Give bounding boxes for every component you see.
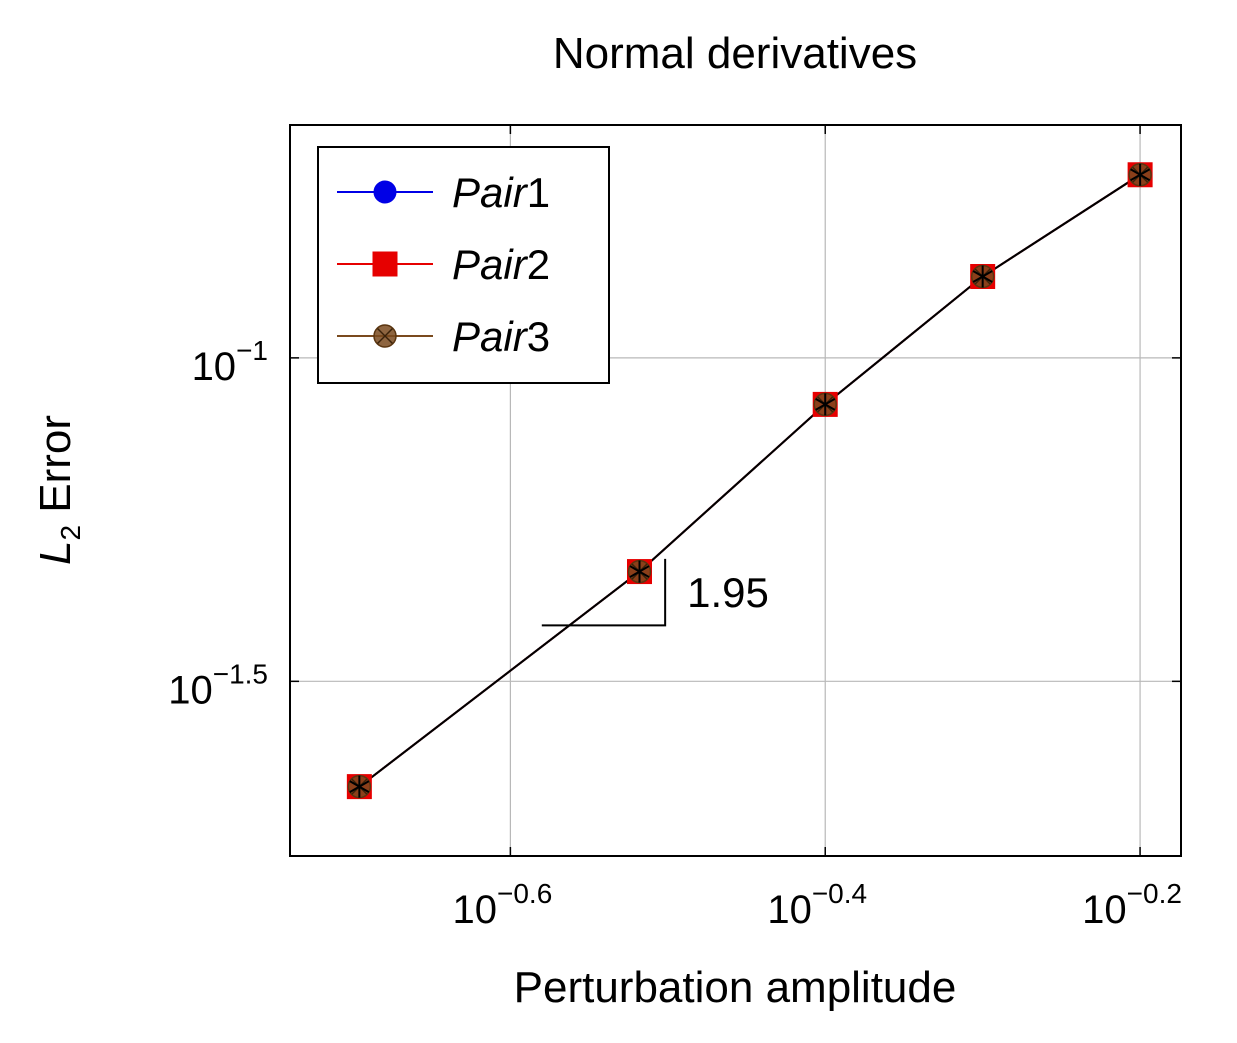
legend-marker-3-cross-b (376, 327, 394, 345)
y-tick-label-exponent: −1.5 (213, 658, 268, 689)
reference-point-stroke (629, 565, 650, 578)
y-tick-labels: 10−110−1.5 (168, 335, 268, 712)
y-axis-label-main: L (31, 541, 80, 565)
reference-point (815, 393, 836, 416)
x-tick-label-exponent: −0.4 (812, 878, 867, 909)
x-tick-label: 10−0.4 (767, 878, 867, 932)
legend-label-name: Pair (452, 241, 529, 288)
x-tick-label-base: 10 (767, 888, 812, 932)
reference-point (972, 265, 993, 288)
x-tick-labels: 10−0.6 10−0.4 10−0.2 (452, 878, 1181, 932)
reference-point (629, 560, 650, 583)
x-axis-label: Perturbation amplitude (514, 963, 957, 1012)
reference-point-stroke (349, 780, 370, 793)
slope-label: 1.95 (687, 569, 769, 616)
svg-text:L2 Error: L2 Error (31, 415, 86, 565)
chart-title: Normal derivatives (553, 29, 917, 78)
series-layer (346, 162, 1153, 800)
legend-label-3: Pair3 (452, 313, 550, 360)
legend-marker-2 (372, 251, 398, 277)
reference-point-stroke (1130, 168, 1151, 182)
legend-label-1: Pair1 (452, 169, 550, 216)
x-tick-label-exponent: −0.2 (1127, 878, 1182, 909)
slope-triangle (541, 558, 667, 627)
legend-label-2: Pair2 (452, 241, 550, 288)
y-tick-label: 10−1.5 (168, 658, 268, 712)
reference-point (349, 775, 370, 798)
tick-marks (290, 125, 1181, 856)
y-tick-label-base: 10 (168, 668, 213, 712)
legend-label-number: 3 (527, 313, 550, 360)
legend-marker-1 (373, 180, 397, 204)
x-tick-label-base: 10 (1082, 888, 1127, 932)
x-tick-label-exponent: −0.6 (497, 878, 552, 909)
reference-point-stroke (815, 398, 836, 411)
slope-annotation: 1.95 (541, 558, 769, 627)
legend-label-name: Pair (452, 313, 529, 360)
y-tick-label-base: 10 (192, 345, 237, 389)
legend-label-number: 1 (527, 169, 550, 216)
legend-label-name: Pair (452, 169, 529, 216)
y-tick-label: 10−1 (192, 335, 268, 389)
x-tick-label-base: 10 (452, 888, 497, 932)
x-tick-label: 10−0.6 (452, 878, 552, 932)
plot-frame (289, 124, 1182, 857)
legend-marker-3 (373, 324, 397, 348)
y-axis-label-rest: Error (31, 415, 80, 525)
legend-label-number: 2 (527, 241, 550, 288)
reference-point-stroke (972, 270, 993, 283)
y-tick-label-exponent: −1 (236, 335, 268, 366)
x-tick-label: 10−0.2 (1082, 878, 1182, 932)
reference-point (1130, 163, 1151, 186)
y-axis-label-sub: 2 (55, 525, 86, 541)
y-axis-label-group: L2 Error (31, 415, 86, 565)
